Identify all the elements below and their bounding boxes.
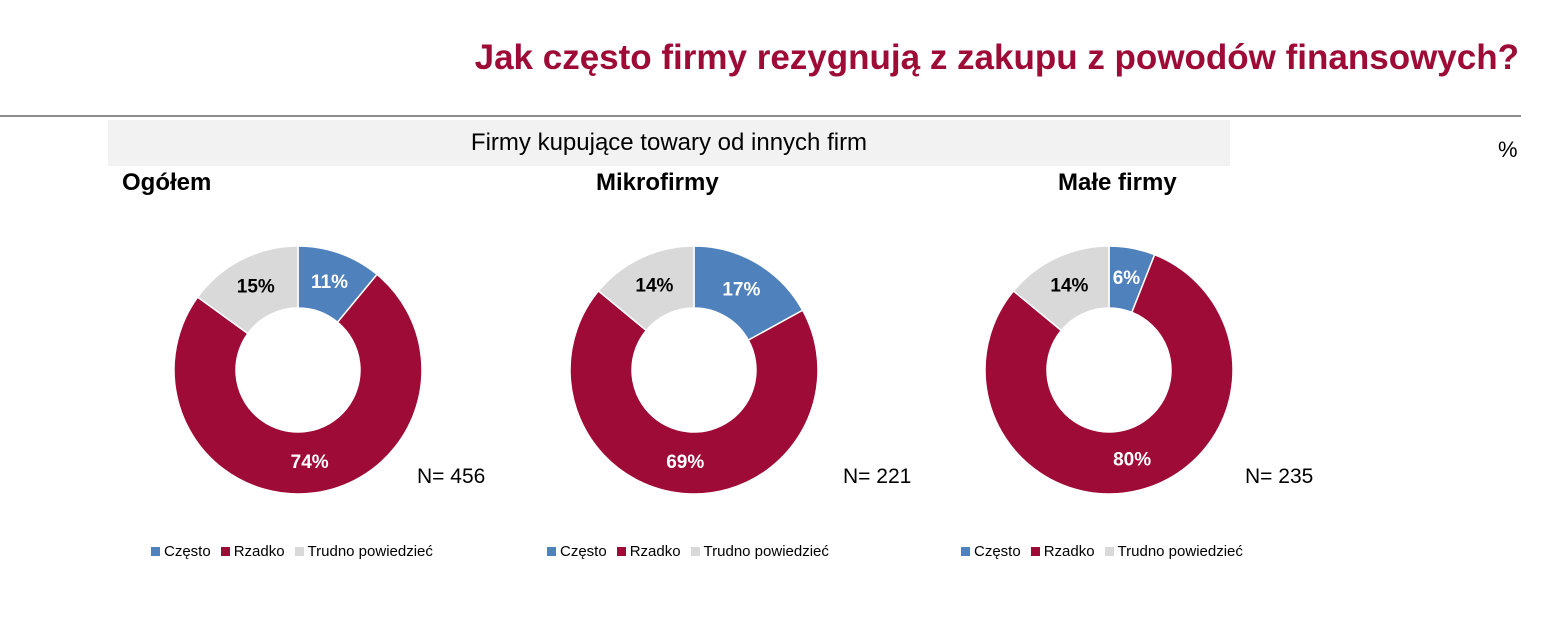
legend-label-rzadko: Rzadko xyxy=(233,543,285,560)
legend-item-trudno: Trudno powiedzieć xyxy=(690,543,829,560)
legend-swatch-czesto xyxy=(547,547,556,556)
legend-label-trudno: Trudno powiedzieć xyxy=(307,543,433,560)
donut-slice-trudno xyxy=(1012,245,1110,332)
legend-swatch-trudno xyxy=(690,547,700,556)
donut-slice-rzadko xyxy=(984,253,1234,495)
legend-item-rzadko: Rzadko xyxy=(616,543,681,560)
legend-label-trudno: Trudno powiedzieć xyxy=(703,543,829,560)
legend-swatch-czesto xyxy=(961,547,970,556)
legend-item-trudno: Trudno powiedzieć xyxy=(1104,543,1243,560)
n-label-male-firmy: N= 235 xyxy=(1245,465,1314,488)
legend-mikrofirmy: Często Rzadko Trudno powiedzieć xyxy=(547,543,829,560)
data-label-rzadko: 74% xyxy=(291,452,329,473)
donut-slice-trudno xyxy=(597,245,695,332)
legend-label-rzadko: Rzadko xyxy=(629,543,681,560)
unit-label: % xyxy=(1498,137,1518,162)
data-label-trudno: 15% xyxy=(237,277,275,298)
donut-chart-ogolem: 11% 74% 15% xyxy=(173,245,423,495)
legend-label-rzadko: Rzadko xyxy=(1043,543,1095,560)
legend-item-czesto: Często xyxy=(151,543,211,560)
legend-item-rzadko: Rzadko xyxy=(1030,543,1095,560)
legend-label-czesto: Często xyxy=(974,543,1021,560)
data-label-trudno: 14% xyxy=(635,275,673,296)
legend-swatch-czesto xyxy=(151,547,160,556)
data-label-czesto: 17% xyxy=(722,279,760,300)
panel-title-ogolem: Ogółem xyxy=(122,169,212,196)
legend-swatch-rzadko xyxy=(1030,547,1040,556)
legend-ogolem: Często Rzadko Trudno powiedzieć xyxy=(151,543,433,560)
donut-chart-male-firmy: 6% 80% 14% xyxy=(984,245,1234,495)
chart-title: Jak często firmy rezygnują z zakupu z po… xyxy=(474,38,1519,77)
legend-label-czesto: Często xyxy=(164,543,211,560)
legend-swatch-rzadko xyxy=(616,547,626,556)
legend-swatch-trudno xyxy=(294,547,304,556)
legend-swatch-trudno xyxy=(1104,547,1114,556)
legend-item-rzadko: Rzadko xyxy=(220,543,285,560)
n-label-mikrofirmy: N= 221 xyxy=(843,465,912,488)
legend-item-czesto: Często xyxy=(961,543,1021,560)
data-label-rzadko: 69% xyxy=(666,452,704,473)
legend-label-czesto: Często xyxy=(560,543,607,560)
panel-title-mikrofirmy: Mikrofirmy xyxy=(596,169,719,196)
donut-slice-rzadko xyxy=(173,273,423,495)
donut-slice-trudno xyxy=(196,245,299,335)
data-label-trudno: 14% xyxy=(1050,275,1088,296)
n-label-ogolem: N= 456 xyxy=(417,465,486,488)
title-divider xyxy=(0,115,1521,117)
legend-item-trudno: Trudno powiedzieć xyxy=(294,543,433,560)
data-label-czesto: 11% xyxy=(311,272,348,293)
legend-item-czesto: Często xyxy=(547,543,607,560)
panel-title-male-firmy: Małe firmy xyxy=(1058,169,1177,196)
data-label-czesto: 6% xyxy=(1113,268,1141,289)
donut-slice-rzadko xyxy=(569,289,819,495)
donut-chart-mikrofirmy: 17% 69% 14% xyxy=(569,245,819,495)
data-label-rzadko: 80% xyxy=(1113,450,1151,471)
legend-male-firmy: Często Rzadko Trudno powiedzieć xyxy=(961,543,1243,560)
legend-label-trudno: Trudno powiedzieć xyxy=(1117,543,1243,560)
banner: Firmy kupujące towary od innych firm xyxy=(108,120,1230,166)
legend-swatch-rzadko xyxy=(220,547,230,556)
